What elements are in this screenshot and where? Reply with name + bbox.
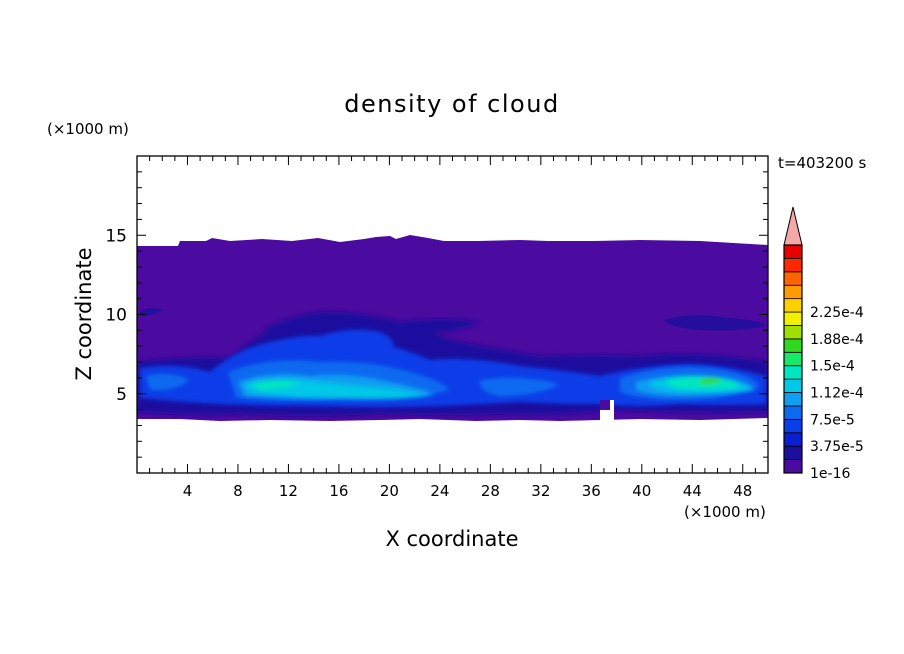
colorbar-extend-arrow	[783, 206, 803, 246]
y-tick-label: 15	[105, 226, 127, 246]
y-axis-label: Z coordinate	[72, 247, 96, 380]
colorbar-swatch	[783, 378, 803, 393]
x-tick-label: 40	[632, 482, 651, 500]
cloud-band-lightblue	[146, 373, 190, 391]
y-unit-label: (×1000 m)	[47, 120, 129, 138]
colorbar-frame	[783, 244, 803, 474]
colorbar-swatch	[783, 244, 803, 259]
colorbar-label: 1.5e-4	[810, 359, 855, 375]
x-tick-label: 32	[531, 482, 550, 500]
x-tick-label: 12	[279, 482, 298, 500]
colorbar-swatch	[783, 365, 803, 380]
colorbar-label: 3.75e-5	[810, 439, 864, 455]
colorbar-label: 1.12e-4	[810, 386, 864, 402]
colorbar-swatch	[783, 432, 803, 447]
cloud-band-blue	[320, 329, 394, 351]
x-tick-label: 8	[233, 482, 243, 500]
colorbar-swatch	[783, 418, 803, 434]
x-tick-label: 20	[380, 482, 399, 500]
colorbar: 1e-16 3.75e-5 7.5e-5 1.12e-4 1.5e-4 1.88e-4 2.…	[783, 206, 864, 482]
x-tick-label: 36	[582, 482, 601, 500]
y-tick-label: 10	[105, 306, 127, 326]
cloud-wisp	[140, 307, 162, 316]
colorbar-swatch	[783, 459, 803, 474]
colorbar-swatch	[783, 392, 803, 407]
y-axis-ticks: 5 10 15	[105, 171, 768, 458]
x-tick-label: 28	[481, 482, 500, 500]
colorbar-swatch	[783, 298, 803, 313]
colorbar-swatch	[783, 351, 803, 367]
cloud-band-dark	[262, 311, 480, 340]
colorbar-swatch	[783, 284, 803, 300]
x-unit-label: (×1000 m)	[684, 503, 766, 521]
colorbar-swatch	[783, 271, 803, 286]
plot-area	[137, 156, 768, 473]
cloud-band-lightblue	[479, 377, 560, 396]
colorbar-label: 7.5e-5	[810, 412, 855, 428]
cloud-wisp	[664, 315, 766, 331]
x-tick-label: 4	[183, 482, 193, 500]
colorbar-label: 1.88e-4	[810, 332, 864, 348]
colorbar-label: 2.25e-4	[810, 305, 864, 321]
x-tick-label: 24	[430, 482, 449, 500]
x-axis-ticks: 4 8 12 16 20 24 28 32 36 40 44 48	[149, 156, 756, 500]
x-axis-label: X coordinate	[385, 527, 518, 551]
cloud-core-green	[700, 378, 722, 385]
cloud-core-teal	[250, 380, 300, 390]
colorbar-swatch	[783, 311, 803, 326]
x-tick-label: 44	[683, 482, 702, 500]
y-tick-label: 5	[116, 385, 127, 405]
chart-title: density of cloud	[344, 90, 559, 118]
x-tick-label: 48	[733, 482, 752, 500]
colorbar-swatch	[783, 338, 803, 353]
colorbar-label: 1e-16	[810, 466, 850, 482]
colorbar-swatch	[783, 405, 803, 420]
colorbar-swatch	[783, 258, 803, 273]
x-tick-label: 16	[329, 482, 348, 500]
colorbar-swatch	[783, 325, 803, 340]
colorbar-swatch	[783, 445, 803, 460]
time-label: t=403200 s	[778, 154, 866, 172]
